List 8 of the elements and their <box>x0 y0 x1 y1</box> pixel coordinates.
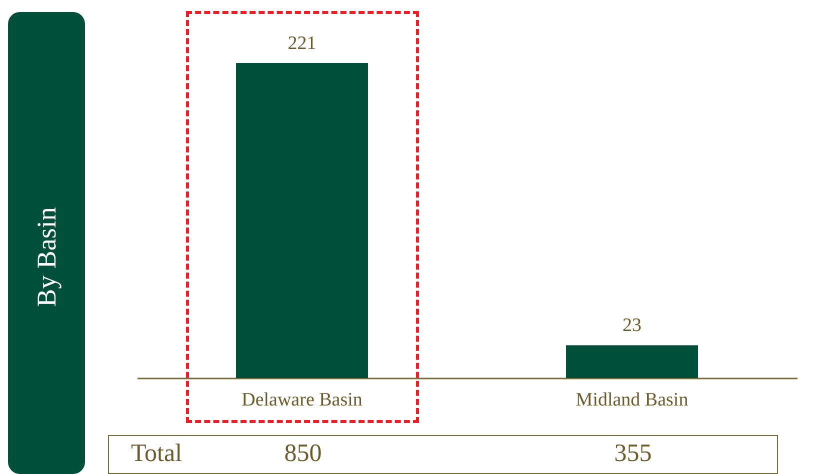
text: Total <box>131 440 182 468</box>
x-tick-label: Delaware Basin <box>242 390 363 410</box>
y-axis-title: By Basin <box>31 207 62 307</box>
data-label: 221 <box>288 33 316 54</box>
text: 355 <box>614 440 652 468</box>
data-label: 23 <box>622 315 642 336</box>
x-tick-label: Midland Basin <box>576 390 689 410</box>
text: 850 <box>284 440 322 468</box>
